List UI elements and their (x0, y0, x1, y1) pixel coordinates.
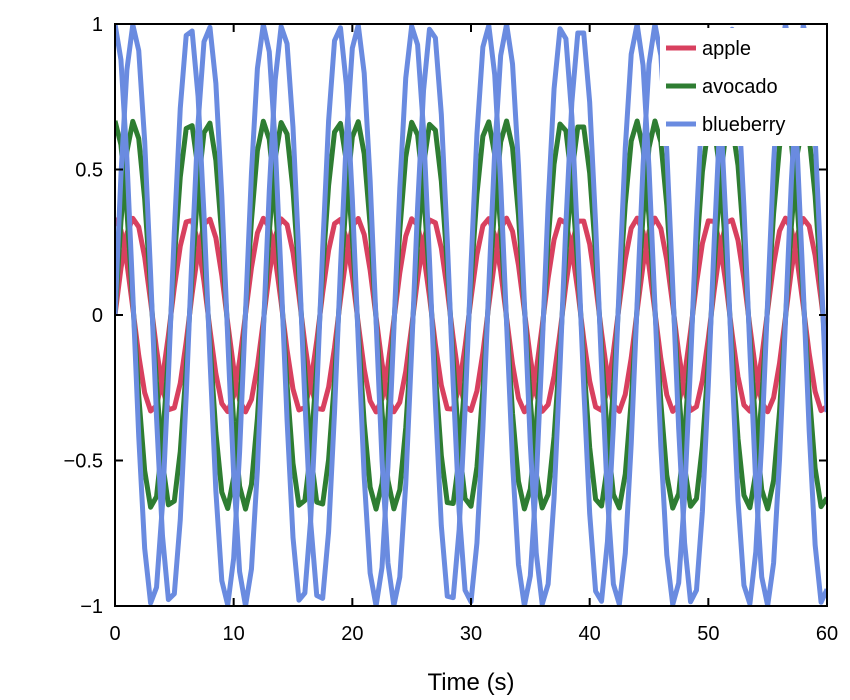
legend-label-apple: apple (702, 38, 751, 60)
legend: apple avocado blueberry (660, 28, 820, 146)
ticks-layer: 0 10 20 30 40 50 60 1 0.5 0 −0.5 −1 (64, 14, 839, 645)
legend-label-avocado: avocado (702, 76, 778, 98)
y-tick-label: 1 (92, 14, 103, 36)
y-tick-label: 0 (92, 305, 103, 327)
x-axis-title: Time (s) (427, 669, 514, 696)
x-tick-label: 40 (579, 623, 601, 645)
y-tick-label: 0.5 (75, 160, 103, 182)
x-tick-label: 50 (697, 623, 719, 645)
y-tick-label: −0.5 (64, 451, 103, 473)
x-tick-label: 30 (460, 623, 482, 645)
y-tick-label: −1 (80, 596, 103, 618)
x-tick-label: 60 (816, 623, 838, 645)
x-tick-label: 0 (109, 623, 120, 645)
x-tick-label: 10 (223, 623, 245, 645)
legend-label-blueberry: blueberry (702, 114, 785, 136)
x-tick-label: 20 (341, 623, 363, 645)
